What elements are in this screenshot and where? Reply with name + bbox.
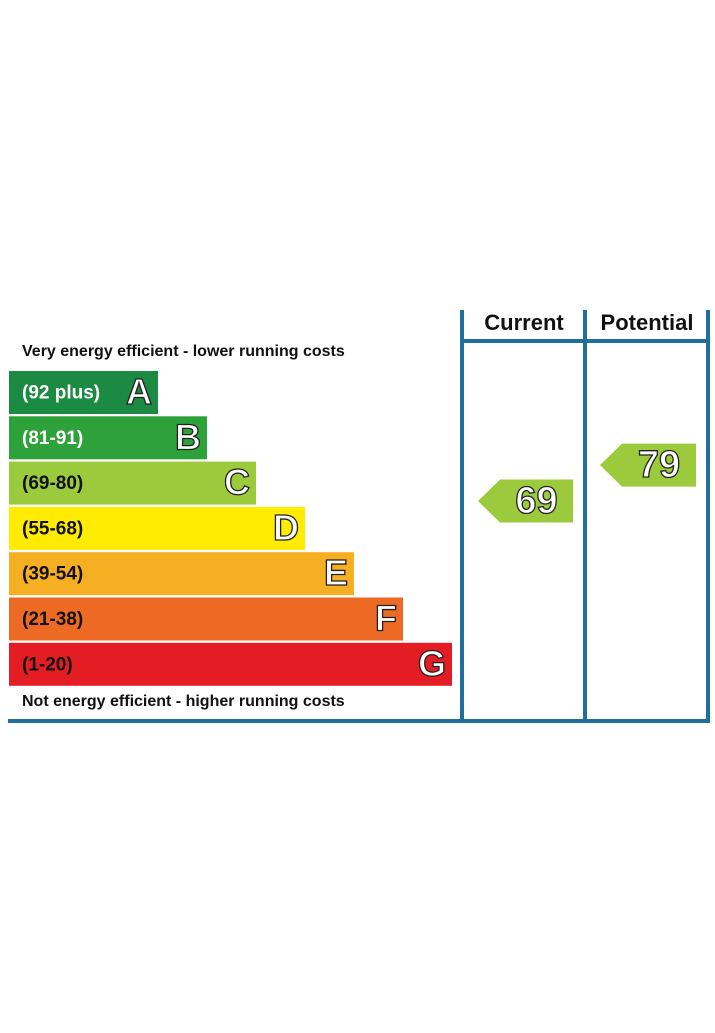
band-range: (81-91) [22, 428, 83, 449]
band-bar [9, 552, 354, 596]
rating-value: 69 [515, 480, 557, 522]
rating-arrow [478, 479, 573, 523]
band-letter: B [175, 416, 201, 457]
band-bar [9, 506, 305, 550]
bottom-label: Not energy efficient - higher running co… [22, 693, 345, 710]
band-bar [9, 416, 207, 460]
column-header: Current [484, 310, 564, 335]
band-letter: F [375, 598, 397, 639]
top-label: Very energy efficient - lower running co… [22, 343, 345, 360]
band-bar [9, 642, 452, 686]
band-letter: G [418, 643, 446, 684]
band-range: (21-38) [22, 609, 83, 630]
band-bar [9, 461, 256, 505]
rating-value: 79 [638, 444, 680, 486]
band-bar [9, 371, 158, 414]
band-range: (39-54) [22, 564, 83, 585]
band-letter: D [273, 507, 299, 548]
band-range: (92 plus) [22, 383, 100, 404]
rating-arrow [600, 443, 696, 487]
band-bar [9, 597, 403, 641]
band-letter: E [324, 552, 348, 593]
band-letter: A [126, 371, 152, 412]
band-range: (55-68) [22, 518, 83, 539]
band-range: (1-20) [22, 654, 73, 675]
band-range: (69-80) [22, 473, 83, 494]
column-header: Potential [601, 310, 694, 335]
band-letter: C [224, 462, 250, 503]
